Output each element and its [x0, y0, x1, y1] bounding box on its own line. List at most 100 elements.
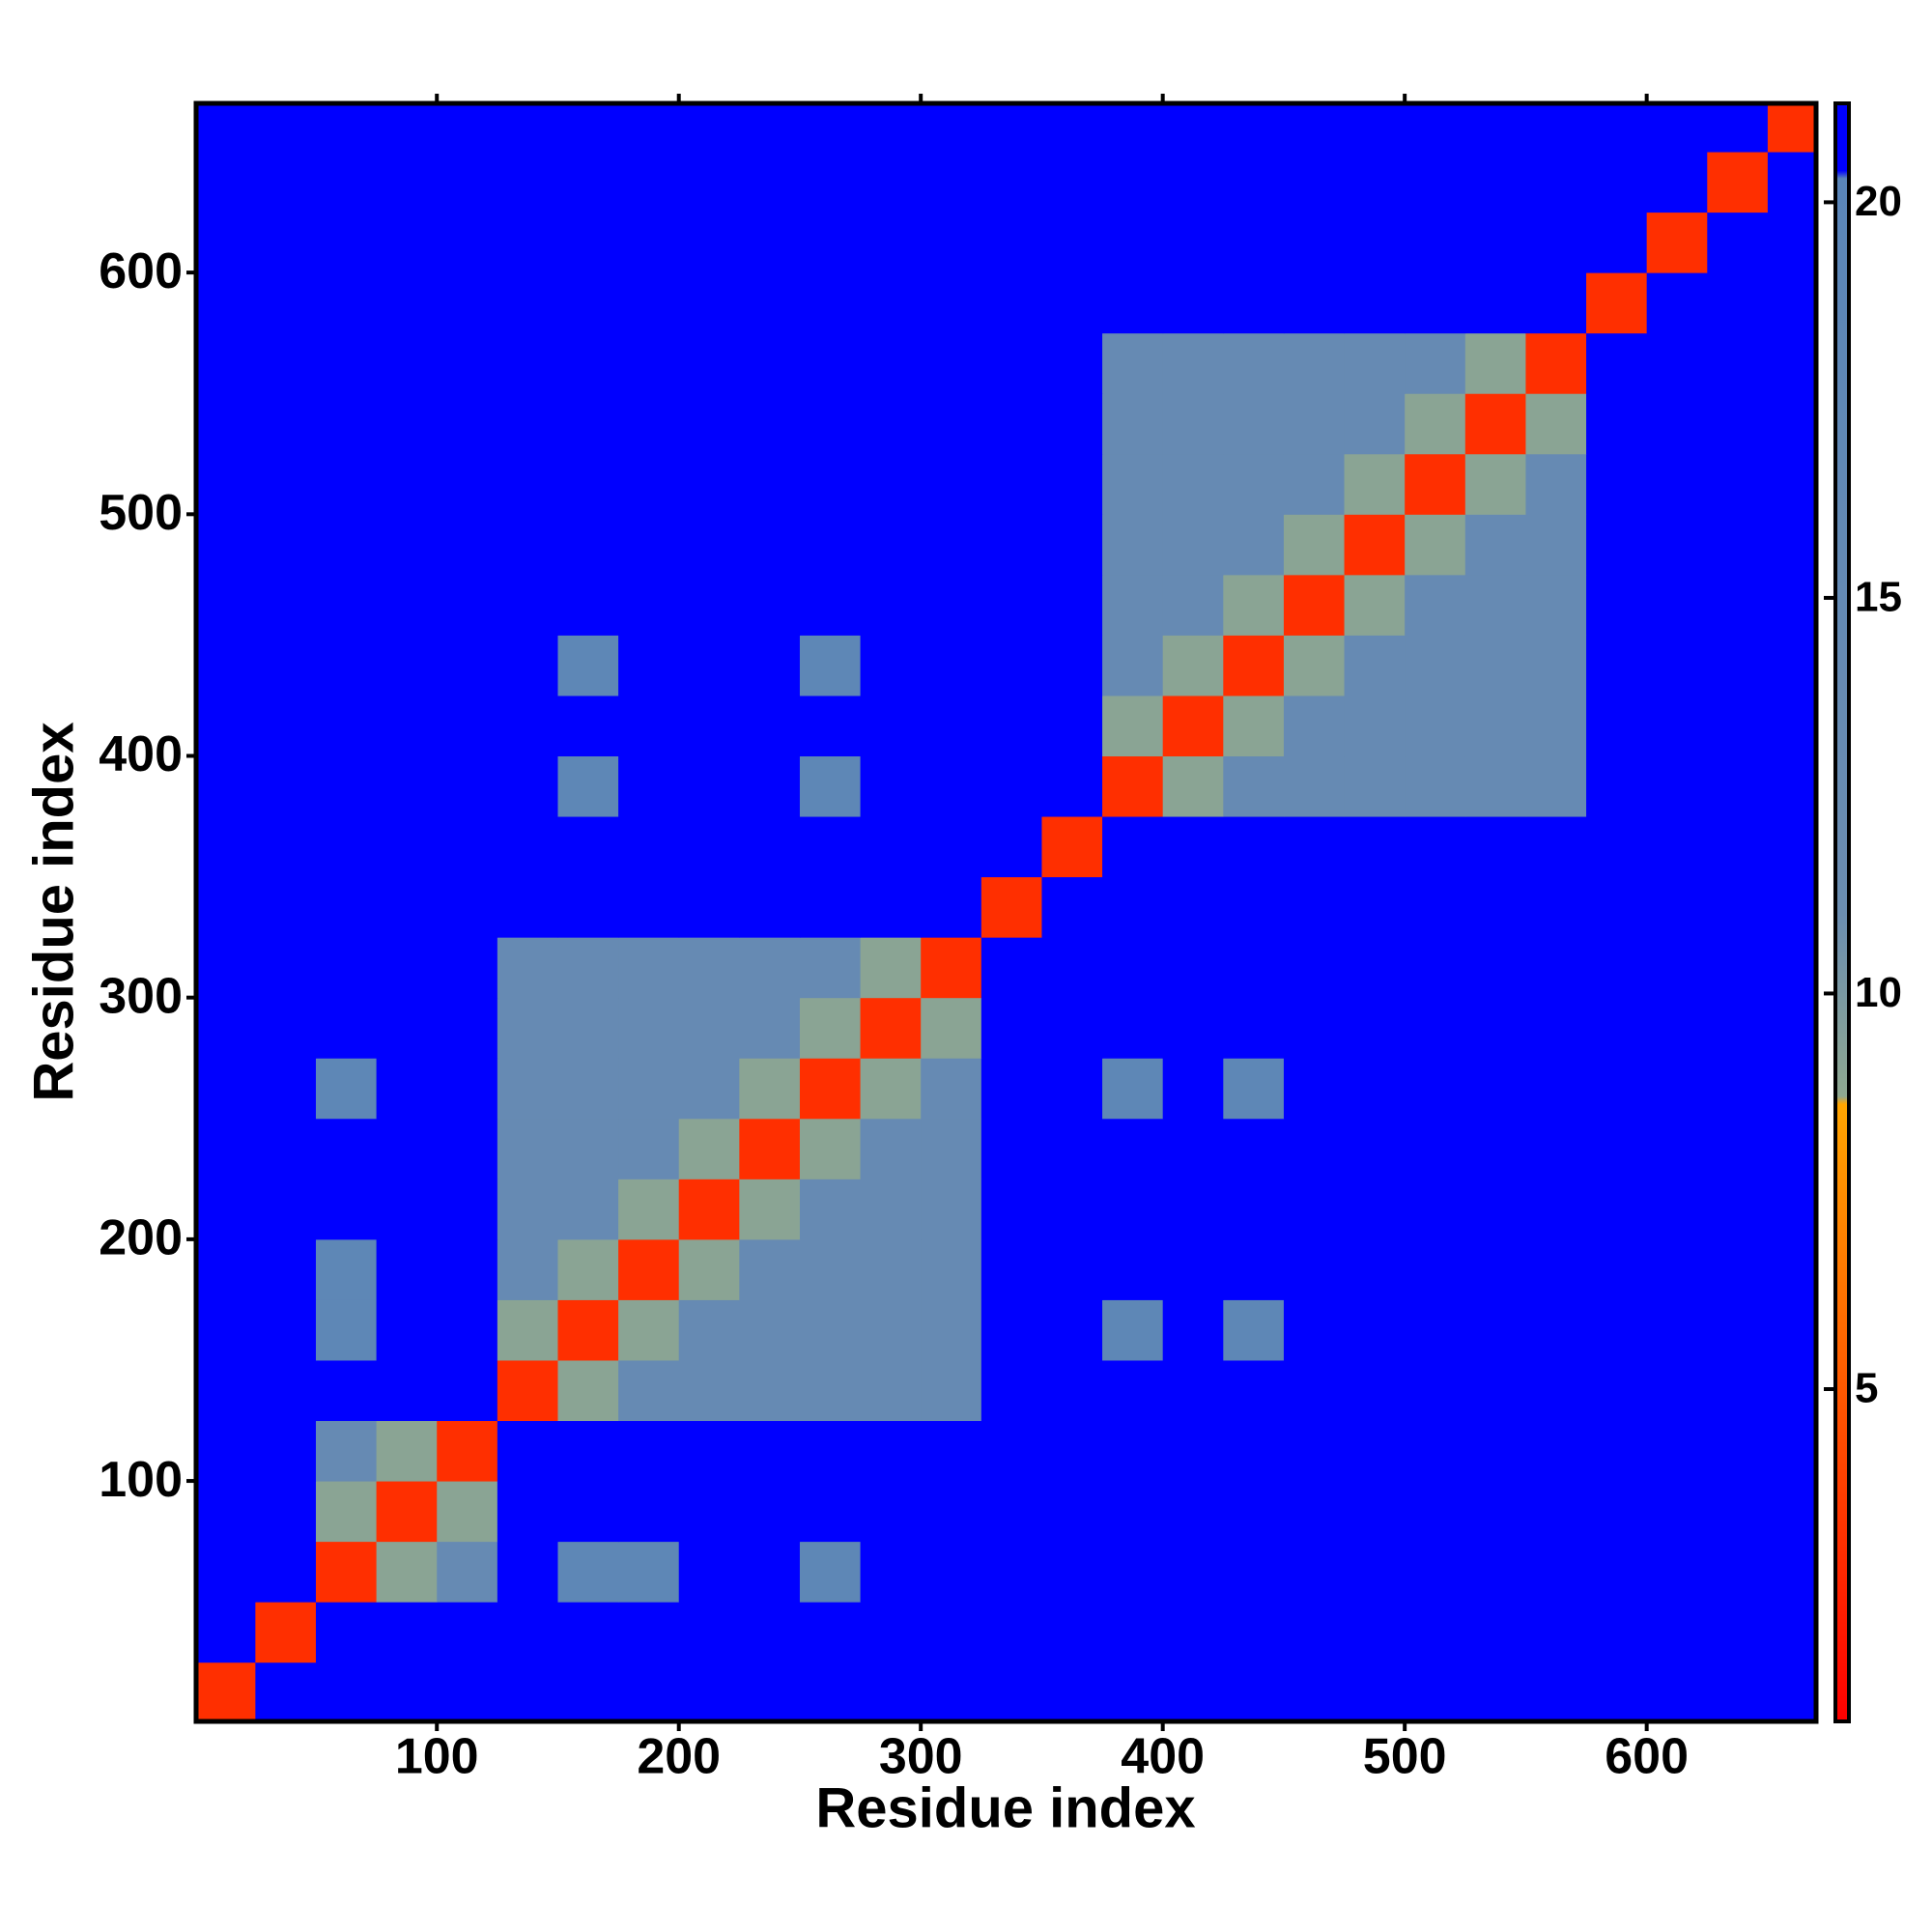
heatmap-cell — [437, 1481, 498, 1543]
heatmap-cell — [1223, 1662, 1285, 1721]
heatmap-cell — [799, 1299, 862, 1361]
heatmap-cell — [921, 1481, 982, 1543]
heatmap-cell — [1283, 1179, 1346, 1240]
heatmap-cell — [557, 695, 619, 757]
heatmap-cell — [1283, 997, 1346, 1059]
heatmap-cell — [1102, 1179, 1164, 1240]
heatmap-cell — [1283, 876, 1346, 938]
heatmap-cell — [1102, 1481, 1164, 1543]
heatmap-cell — [497, 1179, 558, 1240]
heatmap-cell — [1283, 272, 1346, 334]
heatmap-cell — [437, 272, 498, 334]
heatmap-cell — [376, 212, 438, 273]
y-axis-title: Residue index — [22, 722, 85, 1101]
heatmap-cell — [860, 1179, 922, 1240]
heatmap-cell — [196, 1541, 256, 1603]
heatmap-cell — [376, 1481, 438, 1543]
heatmap-cell — [1102, 1602, 1164, 1663]
heatmap-cell — [618, 876, 680, 938]
heatmap-cell — [1646, 453, 1708, 515]
heatmap-cell — [1102, 212, 1164, 273]
heatmap-cell — [1646, 755, 1708, 817]
heatmap-cell — [1223, 453, 1285, 515]
heatmap-cell — [315, 1058, 378, 1120]
heatmap-cell — [860, 876, 922, 938]
heatmap-cell — [860, 574, 922, 636]
heatmap-cell — [618, 1602, 680, 1663]
heatmap-cell — [196, 1662, 256, 1721]
heatmap-cell — [1405, 1118, 1466, 1179]
heatmap-cell — [1646, 332, 1708, 394]
heatmap-cell — [1223, 332, 1285, 394]
x-tick-label: 600 — [1605, 1729, 1689, 1785]
heatmap-cell — [1405, 1179, 1466, 1240]
heatmap-cell — [980, 152, 1042, 213]
heatmap-cell — [1405, 103, 1466, 153]
heatmap-cell — [1464, 152, 1526, 213]
heatmap-cell — [921, 1238, 982, 1300]
heatmap-cell — [1646, 393, 1708, 455]
plot-frame — [193, 100, 1819, 1724]
heatmap-cell — [1041, 453, 1103, 515]
heatmap-cell — [1586, 514, 1648, 576]
heatmap-cell — [315, 152, 378, 213]
heatmap-cell — [1707, 1299, 1769, 1361]
heatmap-cell — [1586, 755, 1648, 817]
heatmap-cell — [196, 816, 256, 878]
heatmap-cell — [1525, 272, 1587, 334]
heatmap-cell — [678, 997, 740, 1059]
colorbar-tick-label: 10 — [1855, 969, 1902, 1016]
heatmap-cell — [618, 1359, 680, 1422]
heatmap-cell — [1223, 816, 1285, 878]
heatmap-cell — [315, 1602, 378, 1663]
heatmap-cell — [1102, 997, 1164, 1059]
heatmap-cell — [921, 635, 982, 696]
heatmap-cell — [497, 1359, 558, 1422]
heatmap-cell — [1041, 1179, 1103, 1240]
heatmap-cell — [1162, 212, 1224, 273]
heatmap-cell — [1162, 393, 1224, 455]
heatmap-cell — [921, 1602, 982, 1663]
heatmap-cell — [376, 393, 438, 455]
heatmap-cell — [860, 635, 922, 696]
heatmap-cell — [1767, 1299, 1816, 1361]
heatmap-cell — [739, 212, 801, 273]
heatmap-cell — [739, 103, 801, 153]
heatmap-cell — [1041, 755, 1103, 817]
heatmap-cell — [1162, 1481, 1224, 1543]
heatmap-cell — [799, 574, 862, 636]
heatmap-cell — [437, 1420, 498, 1482]
heatmap-cell — [1586, 1602, 1648, 1663]
heatmap-cell — [1405, 1420, 1466, 1482]
heatmap-cell — [1405, 1299, 1466, 1361]
heatmap-cell — [1405, 1602, 1466, 1663]
heatmap-cell — [1283, 1359, 1346, 1422]
heatmap-cell — [196, 212, 256, 273]
heatmap-cell — [739, 1118, 801, 1179]
heatmap-cell — [739, 1481, 801, 1543]
heatmap-cell — [1405, 997, 1466, 1059]
heatmap-cell — [1464, 332, 1526, 394]
heatmap-cell — [1223, 212, 1285, 273]
heatmap-cell — [376, 755, 438, 817]
heatmap-cell — [1223, 1359, 1285, 1422]
heatmap-cell — [678, 514, 740, 576]
heatmap-cell — [497, 574, 558, 636]
heatmap-cell — [1464, 755, 1526, 817]
heatmap-cell — [1405, 755, 1466, 817]
heatmap-cell — [860, 997, 922, 1059]
heatmap-cell — [1525, 1299, 1587, 1361]
y-tick-label: 100 — [99, 1452, 183, 1508]
heatmap-cell — [1162, 1602, 1224, 1663]
heatmap-cell — [437, 1299, 498, 1361]
heatmap-cell — [1586, 453, 1648, 515]
heatmap-cell — [497, 635, 558, 696]
heatmap-cell — [1041, 1118, 1103, 1179]
heatmap-cell — [1102, 755, 1164, 817]
heatmap-cell — [1344, 816, 1406, 878]
heatmap-cell — [1223, 1118, 1285, 1179]
heatmap-cell — [739, 695, 801, 757]
heatmap-cell — [196, 1058, 256, 1120]
heatmap-cell — [980, 635, 1042, 696]
heatmap-cell — [1586, 272, 1648, 334]
